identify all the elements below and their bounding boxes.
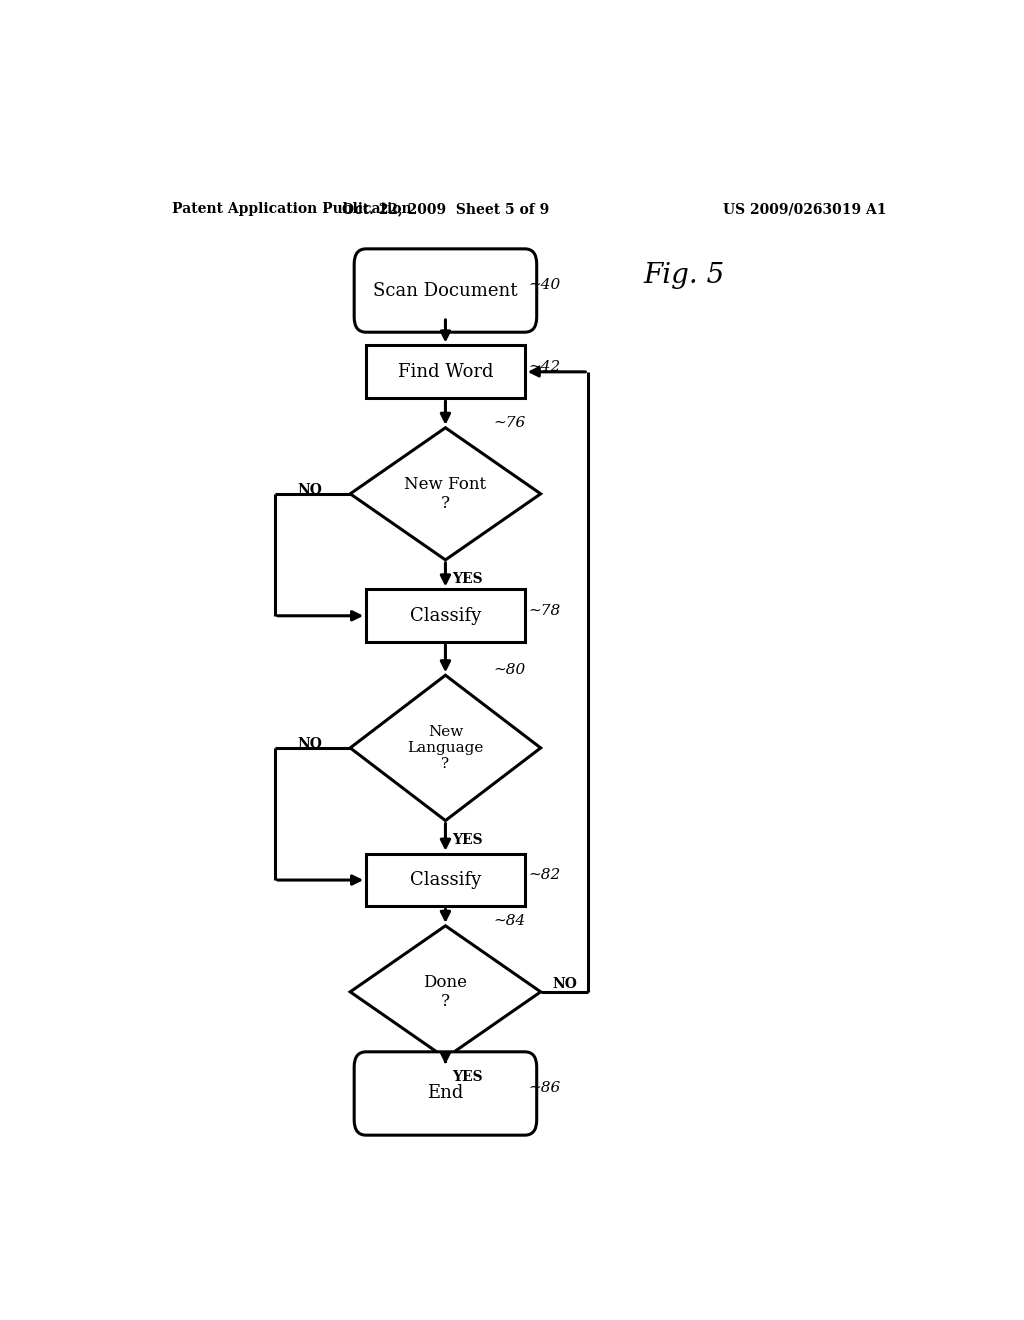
FancyBboxPatch shape xyxy=(354,1052,537,1135)
FancyBboxPatch shape xyxy=(354,249,537,333)
Text: Find Word: Find Word xyxy=(397,363,494,381)
Text: ∼42: ∼42 xyxy=(528,360,561,374)
Text: Classify: Classify xyxy=(410,607,481,624)
Text: NO: NO xyxy=(298,483,323,496)
Text: Patent Application Publication: Patent Application Publication xyxy=(172,202,412,216)
Text: YES: YES xyxy=(452,833,482,847)
Text: YES: YES xyxy=(452,1071,482,1084)
Text: ∼78: ∼78 xyxy=(528,603,561,618)
Polygon shape xyxy=(350,428,541,560)
Text: Classify: Classify xyxy=(410,871,481,890)
Bar xyxy=(367,854,524,907)
Text: ∼40: ∼40 xyxy=(528,279,561,293)
Bar xyxy=(367,589,524,643)
Text: New
Language
?: New Language ? xyxy=(408,725,483,771)
Text: ∼86: ∼86 xyxy=(528,1081,561,1096)
Text: ∼82: ∼82 xyxy=(528,869,561,882)
Text: ∼84: ∼84 xyxy=(494,913,525,928)
Text: New Font
?: New Font ? xyxy=(404,475,486,512)
Text: Done
?: Done ? xyxy=(424,974,467,1010)
Text: End: End xyxy=(427,1085,464,1102)
Text: US 2009/0263019 A1: US 2009/0263019 A1 xyxy=(723,202,887,216)
Text: Oct. 22, 2009  Sheet 5 of 9: Oct. 22, 2009 Sheet 5 of 9 xyxy=(342,202,549,216)
Text: NO: NO xyxy=(553,977,578,991)
Text: ∼76: ∼76 xyxy=(494,416,525,430)
Text: Fig. 5: Fig. 5 xyxy=(644,261,725,289)
Text: NO: NO xyxy=(298,737,323,751)
Polygon shape xyxy=(350,925,541,1057)
Text: Scan Document: Scan Document xyxy=(373,281,518,300)
Polygon shape xyxy=(350,676,541,821)
Text: ∼80: ∼80 xyxy=(494,663,525,677)
Text: YES: YES xyxy=(452,572,482,586)
Bar xyxy=(367,346,524,399)
